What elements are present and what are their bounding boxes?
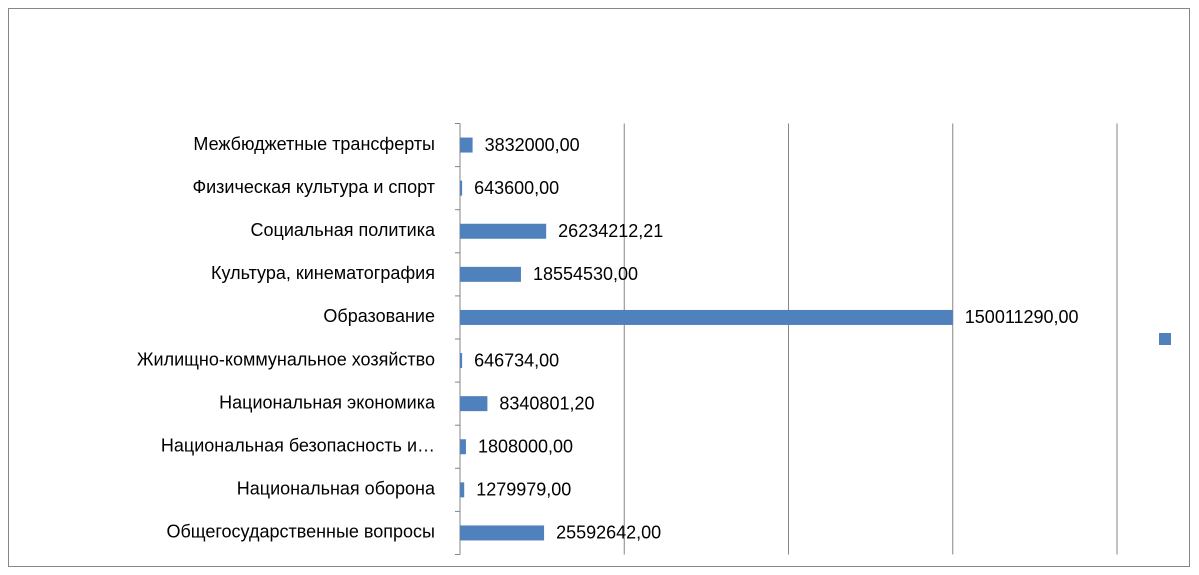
data-label: 646734,00 <box>474 350 559 370</box>
y-tick-label: Культура, кинематография <box>211 263 435 283</box>
bar <box>460 439 466 455</box>
bar <box>460 266 521 282</box>
data-label: 25592642,00 <box>556 523 661 543</box>
bar <box>460 223 547 239</box>
y-tick-label: Общегосударственные вопросы <box>166 522 435 542</box>
bar <box>460 482 465 498</box>
y-tick-label: Социальная политика <box>251 220 436 240</box>
legend-swatch <box>1159 333 1171 345</box>
y-tick-label: Физическая культура и спорт <box>192 177 435 197</box>
y-tick-label: Национальная оборона <box>237 479 436 499</box>
data-label: 643600,00 <box>474 178 559 198</box>
bar <box>460 396 488 412</box>
bar <box>460 309 953 325</box>
y-tick-label: Образование <box>323 306 435 326</box>
data-label: 8340801,20 <box>499 393 594 413</box>
y-tick-label: Национальная экономика <box>219 392 436 412</box>
chart-border <box>8 8 1190 567</box>
y-tick-label: Национальная безопасность и… <box>161 436 435 456</box>
data-label: 150011290,00 <box>965 307 1079 327</box>
data-label: 1808000,00 <box>478 437 573 457</box>
y-tick-label: Жилищно-коммунальное хозяйство <box>137 349 435 369</box>
bar <box>460 525 545 541</box>
bar <box>460 137 473 153</box>
bar <box>460 353 463 369</box>
data-label: 3832000,00 <box>485 135 580 155</box>
data-label: 1279979,00 <box>476 480 571 500</box>
bar <box>460 180 463 196</box>
y-tick-label: Межбюджетные трансферты <box>193 134 435 154</box>
data-label: 18554530,00 <box>533 264 638 284</box>
data-label: 26234212,21 <box>558 221 663 241</box>
